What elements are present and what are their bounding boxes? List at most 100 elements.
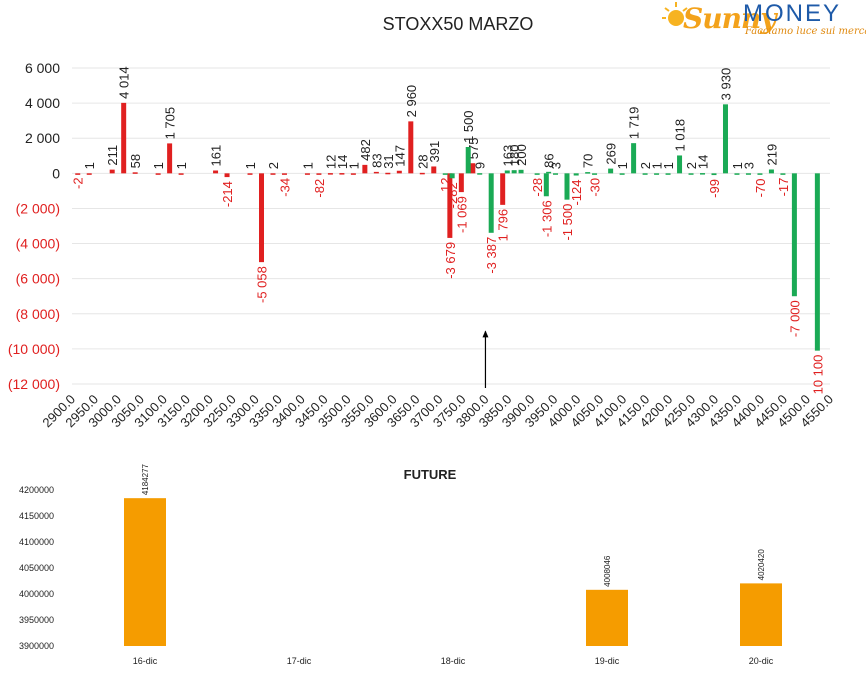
chart1-data-label: -17 bbox=[776, 178, 791, 197]
chart1-data-label: -82 bbox=[312, 179, 327, 198]
chart1-data-label: -1 069 bbox=[454, 196, 469, 233]
chart1-data-label: 14 bbox=[696, 155, 711, 169]
chart1-data-label: 9 bbox=[473, 162, 488, 169]
chart1-data-label: -1 306 bbox=[539, 200, 554, 237]
chart2-data-label: 4020420 bbox=[757, 549, 766, 581]
chart1-bar bbox=[224, 173, 230, 178]
chart2-xtick-label: 18-dic bbox=[441, 656, 466, 666]
chart1-data-label: 147 bbox=[392, 145, 407, 167]
chart1-bar bbox=[121, 102, 127, 174]
chart1-bar bbox=[546, 171, 552, 174]
chart1-bar bbox=[75, 173, 81, 175]
chart1-data-label: 70 bbox=[581, 154, 596, 168]
chart1-data-label: -70 bbox=[753, 179, 768, 198]
chart1-bar bbox=[470, 163, 476, 174]
chart1-bar bbox=[316, 173, 322, 175]
chart1-data-label: -28 bbox=[530, 178, 545, 197]
chart1-bar bbox=[339, 173, 345, 175]
chart1-bar bbox=[511, 170, 517, 174]
chart1-bar bbox=[247, 173, 253, 175]
chart1-bar bbox=[722, 104, 728, 174]
chart2-xtick-label: 17-dic bbox=[287, 656, 312, 666]
chart1-data-label: 12 bbox=[438, 178, 453, 192]
chart1-data-label: 58 bbox=[128, 154, 143, 168]
chart1-bar bbox=[447, 173, 453, 238]
chart1-bar bbox=[385, 172, 391, 175]
chart1-bar bbox=[259, 173, 264, 263]
logo-tagline: Facciamo luce sui mercati bbox=[745, 26, 866, 37]
chart1-data-label: 1 bbox=[730, 162, 745, 169]
chart1-data-label: 1 bbox=[661, 162, 676, 169]
chart1-data-label: 1 bbox=[82, 162, 97, 169]
chart1-bar bbox=[592, 173, 598, 175]
chart2-ytick-label: 3950000 bbox=[19, 615, 54, 625]
chart1-bar bbox=[585, 172, 591, 174]
chart1-bar bbox=[396, 170, 402, 174]
chart1-data-label: 1 500 bbox=[461, 110, 476, 143]
chart1-data-label: 1 bbox=[650, 162, 665, 169]
chart1-bar bbox=[780, 173, 786, 175]
chart2-ytick-label: 4150000 bbox=[19, 511, 54, 521]
chart1-data-label: 83 bbox=[369, 153, 384, 167]
chart1-bar bbox=[791, 173, 797, 297]
chart1-bar bbox=[711, 173, 717, 176]
chart1-ytick-label: (12 000) bbox=[8, 376, 60, 392]
chart1-ytick-label: 4 000 bbox=[25, 95, 60, 111]
chart1-data-label: 10 100 bbox=[810, 355, 825, 395]
chart1-bar bbox=[442, 173, 448, 175]
chart1-data-label: 14 bbox=[335, 155, 350, 169]
chart1-bar bbox=[642, 173, 648, 175]
chart1-bar bbox=[431, 166, 437, 174]
chart1-bar bbox=[564, 173, 570, 200]
chart1-bar bbox=[270, 173, 276, 175]
chart1-ytick-label: (4 000) bbox=[16, 236, 60, 252]
chart1-data-label: -7 000 bbox=[787, 300, 802, 337]
chart1-bar bbox=[109, 169, 115, 174]
chart2-title: FUTURE bbox=[404, 467, 457, 482]
chart2-data-label: 4008046 bbox=[603, 555, 612, 587]
chart1-bar bbox=[477, 173, 483, 175]
chart1-arrow-head bbox=[482, 330, 489, 338]
chart1-data-label: 2 bbox=[684, 162, 699, 169]
chart1-data-label: 86 bbox=[542, 153, 557, 167]
chart1-bar bbox=[734, 173, 740, 175]
chart1-data-label: -3 387 bbox=[484, 237, 499, 274]
chart2-ytick-label: 4200000 bbox=[19, 485, 54, 495]
chart1-data-label: 1 bbox=[174, 162, 189, 169]
chart1-bar bbox=[373, 171, 379, 174]
logo-word-sunny: Sunny bbox=[683, 2, 777, 35]
chart1-bar bbox=[327, 173, 333, 175]
chart2-xtick-label: 16-dic bbox=[133, 656, 158, 666]
chart1-bar bbox=[132, 172, 138, 174]
chart2-xtick-label: 20-dic bbox=[749, 656, 774, 666]
chart2-bar bbox=[740, 583, 782, 646]
chart1-bar bbox=[631, 143, 637, 174]
chart1-bar bbox=[768, 169, 774, 174]
chart1-data-label: 1 bbox=[243, 162, 258, 169]
chart1-bar bbox=[757, 173, 763, 175]
chart1-data-label: -282 bbox=[445, 182, 460, 208]
chart1-data-label: 163 bbox=[500, 145, 515, 167]
chart1-data-label: 391 bbox=[427, 141, 442, 163]
chart1-data-label: 1 796 bbox=[496, 209, 511, 242]
chart1-data-label: 482 bbox=[358, 139, 373, 161]
chart1-data-label: 2 bbox=[266, 162, 281, 169]
chart1-data-label: 219 bbox=[764, 144, 779, 166]
chart1-bar bbox=[654, 173, 660, 175]
chart1-data-label: 200 bbox=[514, 144, 529, 166]
chart1-data-label: 1 bbox=[300, 162, 315, 169]
chart2-data-label: 4184277 bbox=[141, 463, 150, 495]
chart2-ytick-label: 4050000 bbox=[19, 563, 54, 573]
chart1-data-label: 28 bbox=[415, 154, 430, 168]
chart1-bar bbox=[814, 173, 820, 351]
chart1-bar bbox=[449, 173, 455, 179]
sunny-money-logo: Sunny MONEY Facciamo luce sui mercati bbox=[661, 0, 866, 40]
chart2-bar bbox=[124, 498, 166, 646]
chart1-data-label: -214 bbox=[220, 181, 235, 207]
chart1-data-label: 2 960 bbox=[404, 85, 419, 118]
chart1-bar bbox=[745, 173, 751, 175]
chart1-data-label: 31 bbox=[381, 154, 396, 168]
chart1-ytick-label: 2 000 bbox=[25, 130, 60, 146]
